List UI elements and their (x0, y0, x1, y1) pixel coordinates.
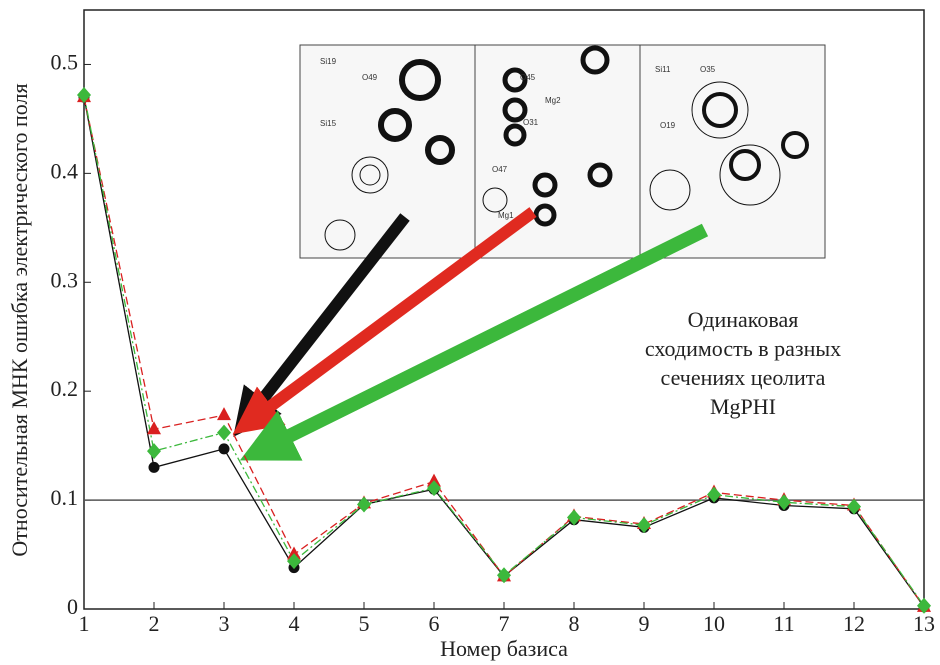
point (219, 443, 230, 454)
y-tick-label: 0 (67, 594, 78, 619)
y-tick-label: 0.2 (51, 376, 79, 401)
arrow (265, 230, 705, 448)
y-axis-label: Относительная МНК ошибка электрического … (7, 83, 32, 556)
chart: Si19 O49 Si15 O45 Mg2 O31 O47 Mg1 Si11 O35 O19 Ном… (0, 0, 940, 665)
point (149, 462, 160, 473)
x-tick-label: 10 (703, 611, 725, 636)
x-tick-label: 8 (569, 611, 580, 636)
x-tick-label: 11 (773, 611, 794, 636)
point (217, 425, 231, 441)
y-tick-label: 0.1 (51, 485, 79, 510)
x-tick-label: 5 (359, 611, 370, 636)
inset-label: O19 (660, 121, 676, 130)
x-tick-label: 1 (79, 611, 90, 636)
y-tick-label: 0.3 (51, 267, 79, 292)
x-tick-label: 3 (219, 611, 230, 636)
inset-image: Si19 O49 Si15 O45 Mg2 O31 O47 Mg1 Si11 O35 O19 (300, 45, 825, 258)
annotation: сходимость в разных (645, 336, 841, 361)
annotation: MgPHI (710, 394, 776, 419)
inset-label: Si15 (320, 119, 337, 128)
x-tick-label: 13 (913, 611, 935, 636)
point (637, 517, 651, 533)
inset-label: O49 (362, 73, 378, 82)
point (847, 499, 861, 515)
point (357, 496, 371, 512)
x-tick-label: 6 (429, 611, 440, 636)
y-tick-label: 0.4 (51, 158, 79, 183)
inset-label: O45 (520, 73, 536, 82)
annotation: сечениях цеолита (661, 365, 826, 390)
x-tick-label: 7 (499, 611, 510, 636)
x-tick-label: 12 (843, 611, 865, 636)
inset-label: Si19 (320, 57, 337, 66)
inset-label: Mg2 (545, 96, 561, 105)
inset-label: O35 (700, 65, 716, 74)
annotation: Одинаковая (688, 307, 799, 332)
point (217, 407, 231, 420)
inset-label: Mg1 (498, 211, 514, 220)
inset-label: O31 (523, 118, 539, 127)
y-tick-label: 0.5 (51, 50, 79, 75)
inset-label: Si11 (655, 65, 671, 74)
x-tick-label: 9 (639, 611, 650, 636)
x-tick-label: 2 (149, 611, 160, 636)
x-axis-label: Номер базиса (440, 636, 568, 661)
inset-label: O47 (492, 165, 508, 174)
x-tick-label: 4 (289, 611, 300, 636)
point (147, 443, 161, 459)
